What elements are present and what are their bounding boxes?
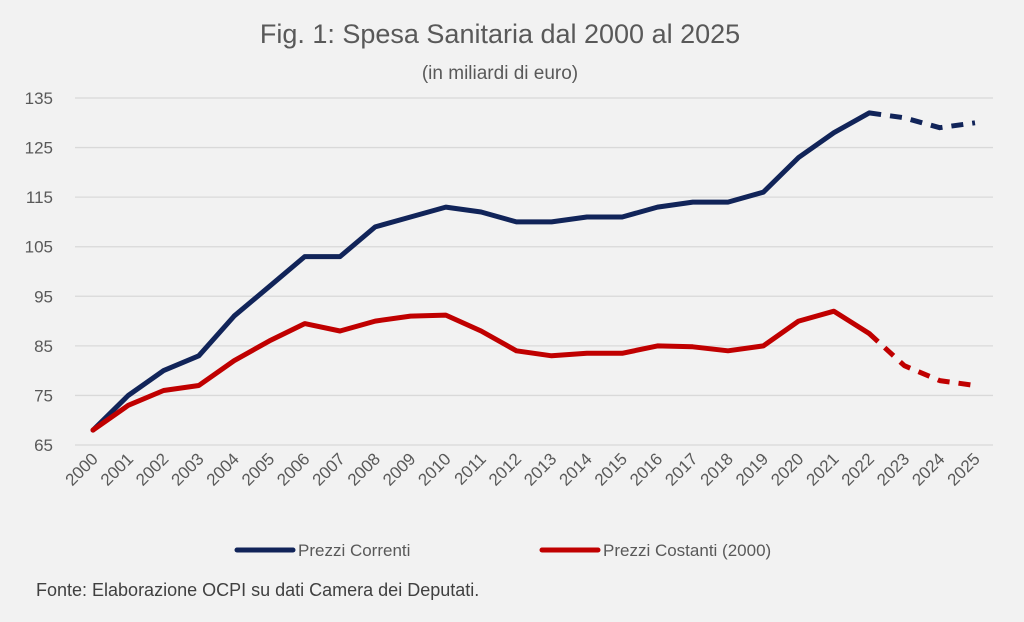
y-tick-label: 115 — [26, 188, 53, 207]
x-tick-label: 2011 — [451, 449, 490, 488]
x-tick-label: 2024 — [908, 449, 948, 489]
x-tick-label: 2008 — [344, 449, 384, 489]
source-note: Fonte: Elaborazione OCPI su dati Camera … — [36, 580, 479, 600]
y-tick-label: 125 — [25, 139, 53, 158]
y-tick-label: 135 — [25, 89, 53, 108]
x-tick-label: 2022 — [838, 449, 878, 489]
x-tick-label: 2003 — [167, 449, 207, 489]
x-tick-label: 2015 — [591, 449, 631, 489]
x-tick-label: 2017 — [661, 449, 701, 489]
y-axis-ticks: 65 75 85 95 105 115 125 135 — [25, 89, 53, 455]
x-tick-label: 2021 — [803, 449, 843, 489]
series-line-0 — [90, 110, 872, 433]
y-tick-label: 85 — [34, 337, 53, 356]
x-tick-label: 2018 — [697, 449, 737, 489]
x-tick-label: 2010 — [414, 449, 454, 489]
x-tick-label: 2019 — [732, 449, 772, 489]
x-tick-label: 2016 — [626, 449, 666, 489]
legend-label-prezzi-costanti: Prezzi Costanti (2000) — [603, 541, 771, 560]
x-tick-label: 2006 — [273, 449, 313, 489]
x-tick-label: 2023 — [873, 449, 913, 489]
x-tick-label: 2013 — [520, 449, 560, 489]
x-tick-label: 2014 — [556, 449, 596, 489]
chart-title: Fig. 1: Spesa Sanitaria dal 2000 al 2025 — [260, 19, 740, 49]
x-tick-label: 2007 — [309, 449, 349, 489]
y-tick-label: 95 — [34, 287, 53, 306]
x-tick-label: 2012 — [485, 449, 525, 489]
series-line-1 — [90, 308, 872, 433]
x-tick-label: 2009 — [379, 449, 419, 489]
y-tick-label: 105 — [25, 238, 53, 257]
series-projection-1 — [867, 331, 976, 388]
x-tick-label: 2002 — [132, 449, 172, 489]
legend-label-prezzi-correnti: Prezzi Correnti — [298, 541, 410, 560]
gridlines — [75, 97, 993, 446]
y-tick-label: 65 — [34, 436, 53, 455]
y-tick-label: 75 — [34, 386, 53, 405]
x-axis-ticks: 2000200120022003200420052006200720082009… — [62, 449, 984, 489]
chart-subtitle: (in miliardi di euro) — [422, 63, 578, 84]
legend: Prezzi Correnti Prezzi Costanti (2000) — [234, 541, 771, 560]
x-tick-label: 2004 — [203, 449, 243, 489]
x-tick-label: 2020 — [767, 449, 807, 489]
x-tick-label: 2001 — [97, 449, 137, 489]
x-tick-label: 2025 — [944, 449, 984, 489]
x-tick-label: 2000 — [62, 449, 102, 489]
series-projection-0 — [868, 110, 976, 131]
series-lines — [90, 110, 976, 433]
x-tick-label: 2005 — [238, 449, 278, 489]
